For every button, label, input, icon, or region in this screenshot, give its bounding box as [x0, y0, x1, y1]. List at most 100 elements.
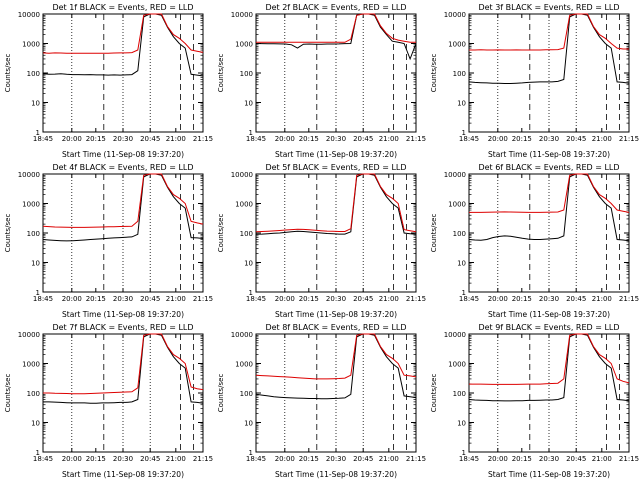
x-tick-label: 18:45 [459, 295, 479, 303]
x-tick-label: 21:15 [193, 455, 213, 463]
x-tick-label: 20:00 [62, 135, 82, 143]
y-tick-label: 10000 [444, 11, 466, 19]
plot-frame [255, 333, 417, 453]
y-axis-label: Counts/sec [430, 54, 438, 93]
x-tick-label: 18:45 [246, 455, 266, 463]
y-tick-label: 10 [244, 420, 253, 428]
panel-det-3: Det 3f BLACK = Events, RED = LLD Counts/s… [430, 3, 639, 159]
y-tick-label: 100 [240, 70, 253, 78]
y-tick-label: 1 [36, 289, 40, 297]
y-tick-label: 100 [27, 230, 40, 238]
y-tick-label: 1 [462, 449, 466, 457]
y-tick-label: 1000 [448, 41, 466, 49]
x-tick-label: 20:00 [62, 295, 82, 303]
x-tick-label: 21:15 [619, 455, 639, 463]
x-tick-label: 18:45 [459, 455, 479, 463]
x-tick-label: 21:00 [166, 295, 186, 303]
x-tick-label: 20:00 [488, 455, 508, 463]
x-tick-label: 20:15 [299, 455, 319, 463]
plot-frame [468, 173, 630, 293]
panel-det-4: Det 4f BLACK = Events, RED = LLD Counts/s… [4, 163, 213, 319]
y-axis-label: Counts/sec [430, 214, 438, 253]
x-tick-label: 21:15 [193, 295, 213, 303]
x-tick-label: 21:00 [166, 455, 186, 463]
y-tick-label: 1000 [22, 201, 40, 209]
y-tick-label: 1000 [22, 361, 40, 369]
series-events-line [42, 173, 204, 242]
x-tick-label: 20:15 [512, 455, 532, 463]
y-axis-label: Counts/sec [4, 374, 12, 413]
series-lld-line [469, 173, 630, 213]
y-tick-label: 1 [462, 129, 466, 137]
x-tick-label: 20:00 [275, 455, 295, 463]
y-tick-label: 10 [244, 260, 253, 268]
y-tick-label: 10 [457, 260, 466, 268]
panel-title: Det 7f BLACK = Events, RED = LLD [52, 323, 193, 332]
x-axis-label: Start Time (11-Sep-08 19:37:20) [488, 310, 610, 319]
series-events-line [468, 173, 630, 242]
x-axis-label: Start Time (11-Sep-08 19:37:20) [62, 150, 184, 159]
plot-frame [255, 13, 417, 133]
y-tick-label: 100 [453, 230, 466, 238]
x-tick-label: 20:15 [86, 135, 106, 143]
x-tick-label: 20:30 [113, 135, 133, 143]
series-lld-line [42, 13, 204, 54]
y-tick-label: 100 [453, 390, 466, 398]
y-tick-label: 100 [240, 390, 253, 398]
x-tick-label: 20:00 [62, 455, 82, 463]
x-tick-label: 20:00 [275, 295, 295, 303]
panel-det-1: Det 1f BLACK = Events, RED = LLD Counts/s… [4, 3, 213, 159]
panel-det-6: Det 6f BLACK = Events, RED = LLD Counts/s… [430, 163, 639, 319]
y-tick-label: 1 [36, 449, 40, 457]
y-tick-label: 100 [453, 70, 466, 78]
x-tick-label: 21:15 [193, 135, 213, 143]
x-tick-label: 20:45 [353, 455, 373, 463]
panel-title: Det 8f BLACK = Events, RED = LLD [265, 323, 406, 332]
series-lld-line [255, 173, 417, 233]
x-tick-label: 20:45 [566, 295, 586, 303]
series-events-line [255, 173, 417, 235]
x-tick-label: 18:45 [33, 455, 53, 463]
y-tick-label: 10000 [18, 11, 40, 19]
x-tick-label: 20:30 [326, 455, 346, 463]
y-tick-label: 10 [31, 260, 40, 268]
x-tick-label: 20:45 [140, 135, 160, 143]
y-tick-label: 1 [36, 129, 40, 137]
x-tick-label: 20:30 [326, 135, 346, 143]
y-tick-label: 1000 [235, 201, 253, 209]
x-axis-label: Start Time (11-Sep-08 19:37:20) [488, 470, 610, 479]
y-tick-label: 10 [31, 420, 40, 428]
plot-frame [468, 333, 630, 453]
panel-title: Det 4f BLACK = Events, RED = LLD [52, 163, 193, 172]
y-axis-label: Counts/sec [4, 214, 12, 253]
panel-det-8: Det 8f BLACK = Events, RED = LLD Counts/s… [217, 323, 426, 479]
x-tick-label: 21:00 [592, 295, 612, 303]
x-tick-label: 21:15 [406, 455, 426, 463]
series-lld-line [256, 13, 416, 43]
series-events-line [255, 13, 417, 61]
x-tick-label: 21:00 [379, 135, 399, 143]
x-tick-label: 21:00 [592, 135, 612, 143]
panel-det-5: Det 5f BLACK = Events, RED = LLD Counts/s… [217, 163, 426, 319]
series-events-line [43, 333, 204, 404]
x-tick-label: 18:45 [246, 295, 266, 303]
series-events-line [468, 13, 630, 84]
series-lld-line [469, 333, 630, 385]
x-tick-label: 21:00 [166, 135, 186, 143]
x-tick-label: 20:00 [488, 135, 508, 143]
y-tick-label: 100 [240, 230, 253, 238]
y-tick-label: 100 [27, 390, 40, 398]
plot-frame [42, 333, 204, 453]
y-tick-label: 1000 [22, 41, 40, 49]
x-tick-label: 20:15 [512, 135, 532, 143]
x-tick-label: 20:45 [140, 455, 160, 463]
x-tick-label: 21:00 [379, 455, 399, 463]
x-tick-label: 20:30 [113, 455, 133, 463]
panel-title: Det 3f BLACK = Events, RED = LLD [478, 3, 619, 12]
panel-det-7: Det 7f BLACK = Events, RED = LLD Counts/s… [4, 323, 213, 479]
x-axis-label: Start Time (11-Sep-08 19:37:20) [275, 150, 397, 159]
x-tick-label: 18:45 [459, 135, 479, 143]
x-tick-label: 20:15 [299, 135, 319, 143]
y-axis-label: Counts/sec [217, 214, 225, 253]
